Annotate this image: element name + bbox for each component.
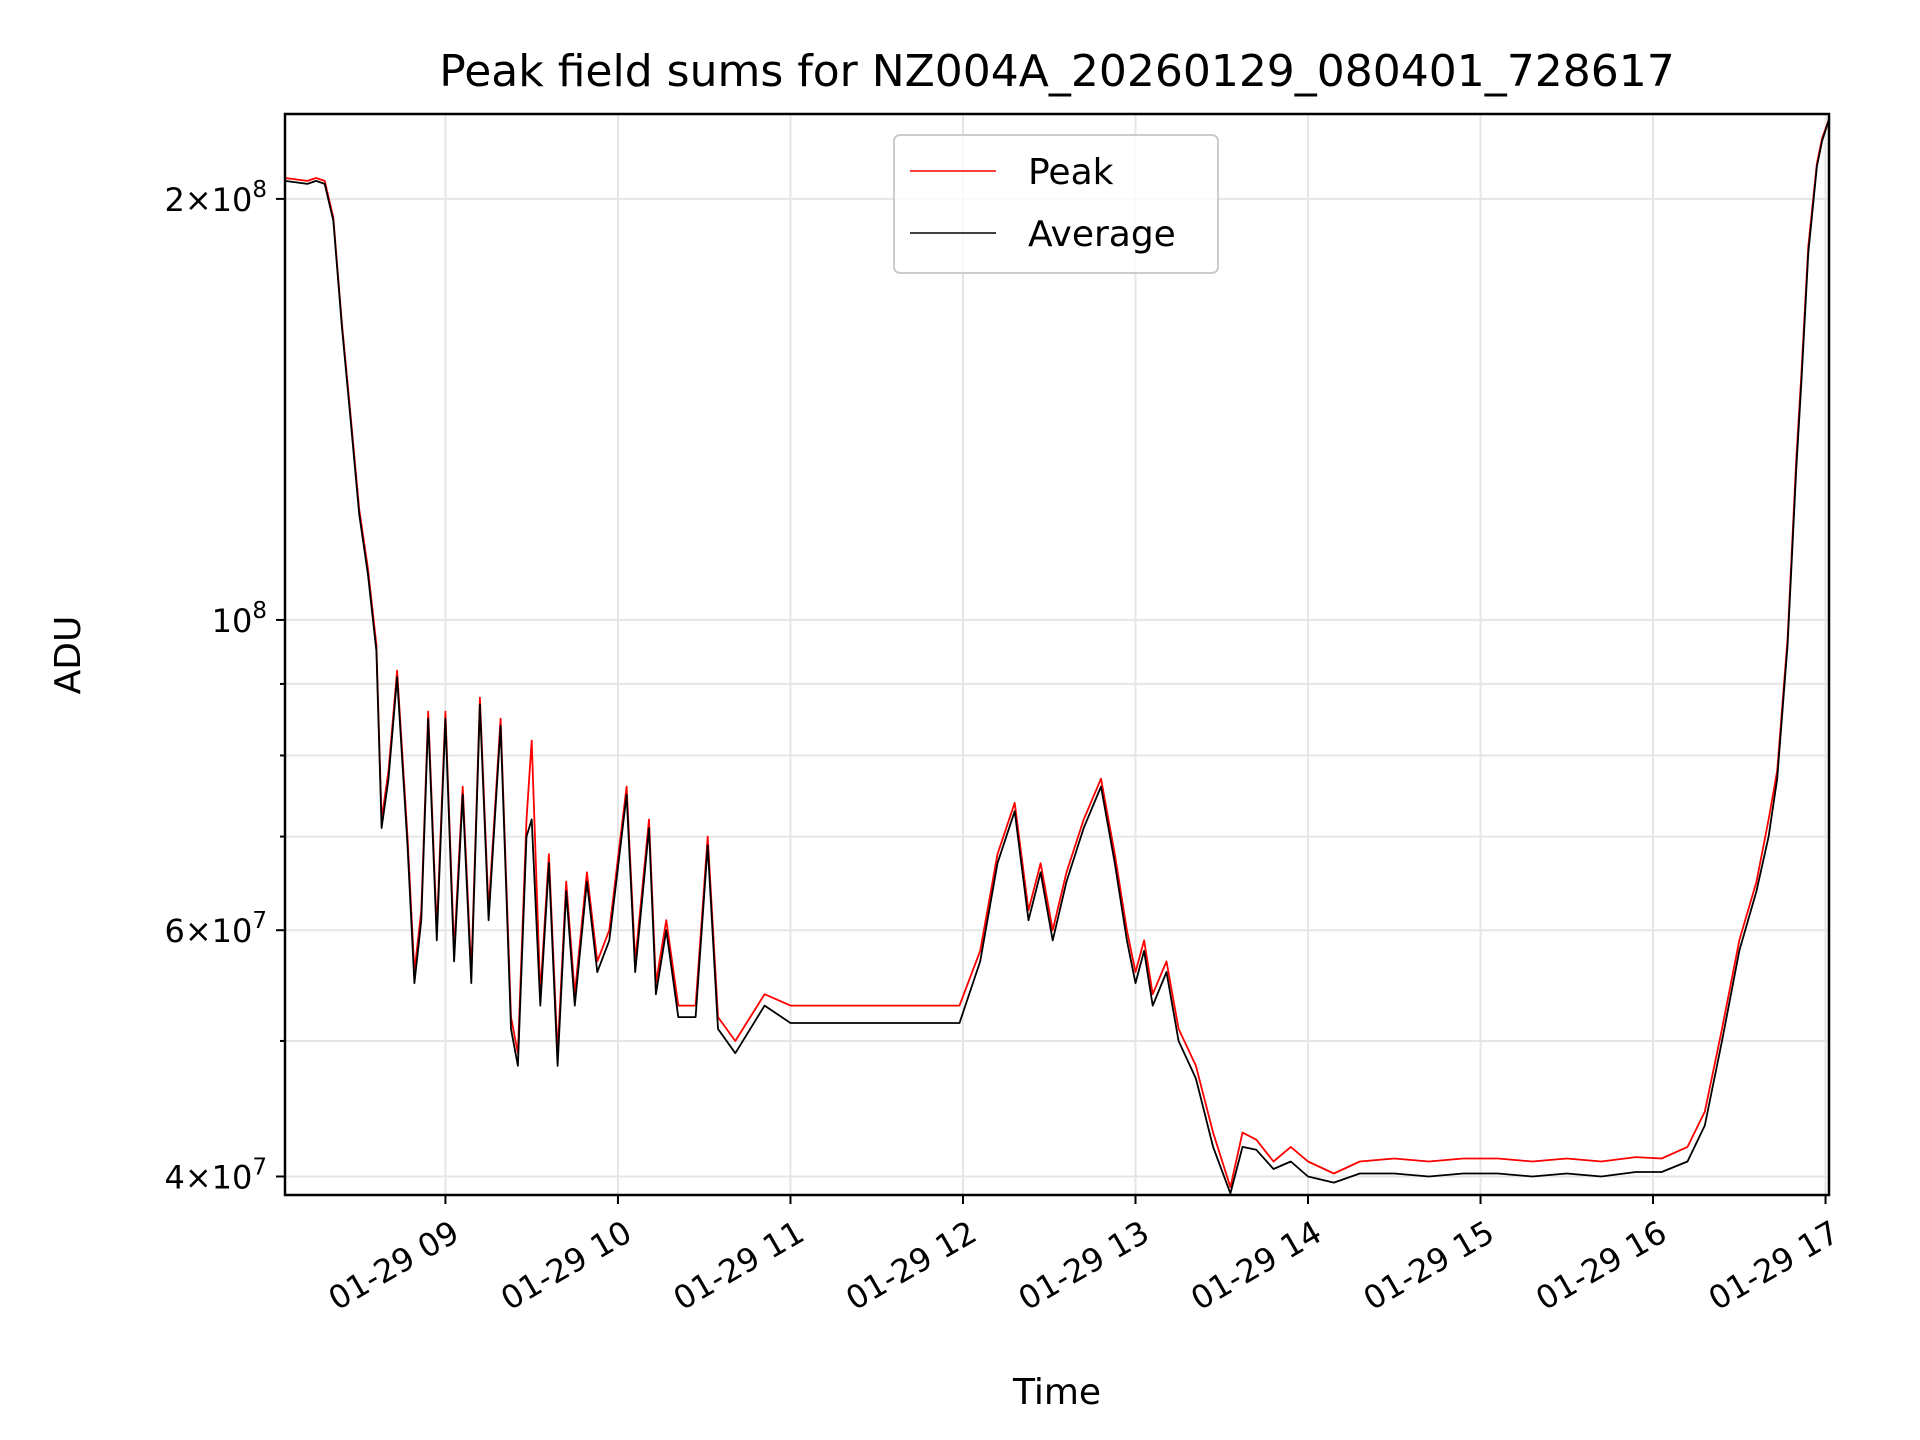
legend-label-average: Average — [1028, 214, 1176, 255]
series-layer — [284, 118, 1830, 1195]
legend-box — [893, 134, 1219, 274]
plot-frame — [283, 112, 1831, 1197]
grid-layer — [285, 114, 1829, 1195]
y-axis-label: ADU — [48, 616, 89, 695]
chart-title: Peak field sums for NZ004A_20260129_0804… — [439, 46, 1674, 97]
y-tick-label: 2×108 — [164, 177, 267, 219]
y-tick-label: 6×107 — [164, 908, 267, 950]
legend: Peak Average — [893, 134, 1219, 274]
x-axis-label: Time — [1012, 1372, 1101, 1413]
y-tick-label: 4×107 — [164, 1154, 267, 1196]
series-line-average — [284, 119, 1830, 1195]
y-tick-label: 108 — [212, 598, 267, 640]
legend-label-peak: Peak — [1028, 152, 1114, 193]
